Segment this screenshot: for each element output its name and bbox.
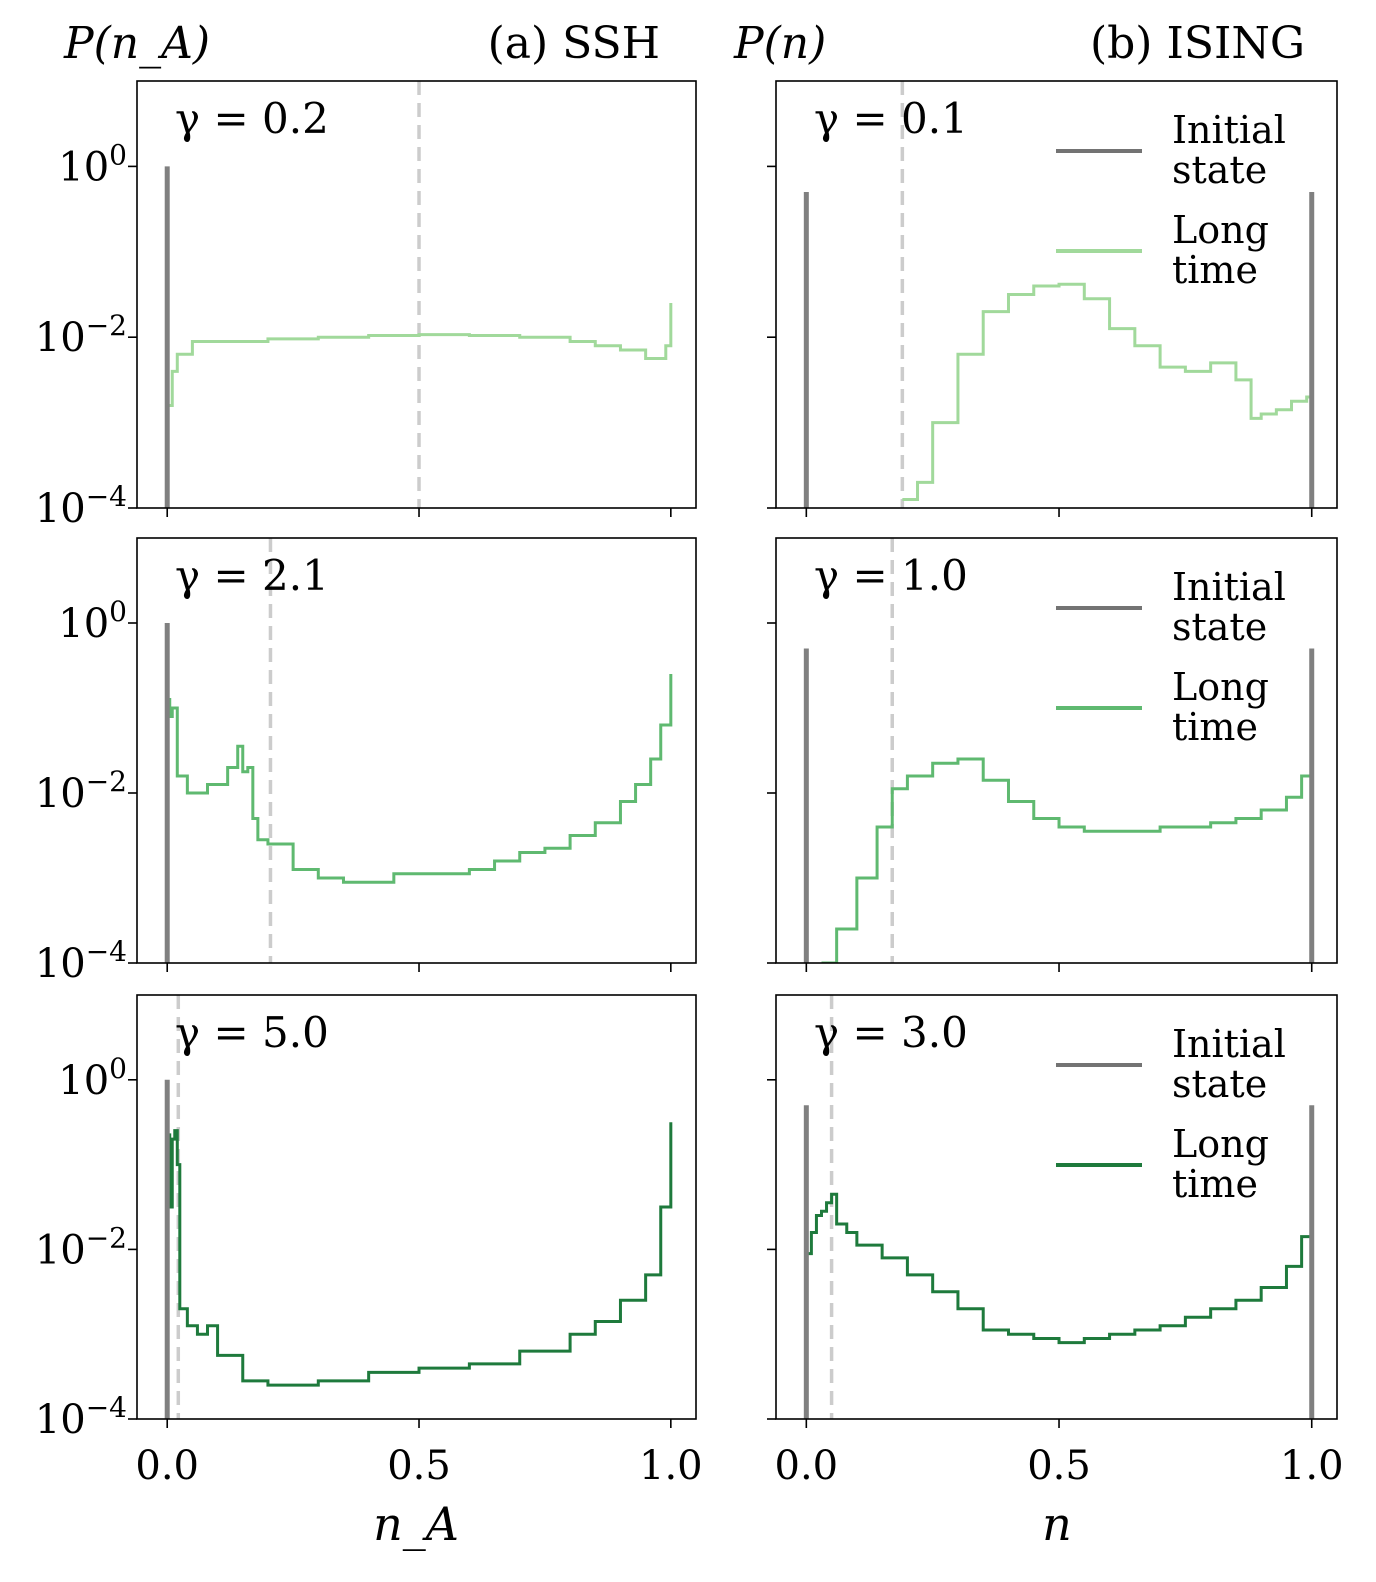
gamma-label: γ = 5.0 xyxy=(175,1008,329,1057)
right-xlabel: n xyxy=(1042,1497,1072,1551)
legend-long-label-2: time xyxy=(1172,705,1258,749)
x-tick-label: 1.0 xyxy=(639,1443,703,1489)
y-tick-label: 10−2 xyxy=(35,1221,127,1273)
axes-frame xyxy=(775,537,1338,964)
gamma-label: γ = 0.2 xyxy=(175,94,329,143)
left-ylabel: P(n_A) xyxy=(63,18,210,69)
gamma-label: γ = 1.0 xyxy=(814,551,968,600)
legend-long-label-2: time xyxy=(1172,1162,1258,1206)
x-tick-label: 0.5 xyxy=(387,1443,451,1489)
axes-frame xyxy=(136,80,697,509)
x-tick-label: 0.0 xyxy=(775,1443,839,1489)
plot-area xyxy=(164,995,673,1419)
long-time-series xyxy=(821,733,1314,963)
legend-initial-label-1: Initial xyxy=(1172,108,1286,152)
x-tick-label: 1.0 xyxy=(1280,1443,1344,1489)
y-tick-label: 100 xyxy=(58,138,127,190)
plot-area xyxy=(164,81,673,508)
legend-initial-label-2: state xyxy=(1172,1062,1267,1106)
plot-area xyxy=(803,81,1315,508)
legend-initial-label-2: state xyxy=(1172,148,1267,192)
y-tick-label: 100 xyxy=(58,1052,127,1104)
left-header-label: (a) SSH xyxy=(488,18,660,69)
legend-initial-label-2: state xyxy=(1172,605,1267,649)
left-xlabel: n_A xyxy=(373,1497,459,1551)
axes-frame xyxy=(136,537,697,964)
plot-area xyxy=(164,538,673,963)
chart-panel-ssh-1: 100 10−2 10−4 γ = 0.2 xyxy=(35,80,697,532)
legend-initial-label-1: Initial xyxy=(1172,1022,1286,1066)
legend-long-label-1: Long xyxy=(1172,665,1269,709)
axes-frame xyxy=(775,80,1338,509)
gamma-label: γ = 0.1 xyxy=(814,94,968,143)
right-ylabel: P(n) xyxy=(733,18,826,69)
y-tick-label: 10−4 xyxy=(35,480,127,532)
long-time-series xyxy=(167,1122,673,1387)
x-tick-label: 0.0 xyxy=(135,1443,199,1489)
y-tick-label: 10−2 xyxy=(35,309,127,361)
plot-area xyxy=(803,538,1315,963)
gamma-label: γ = 3.0 xyxy=(814,1008,968,1057)
long-time-series xyxy=(902,282,1314,501)
long-time-series xyxy=(167,674,673,884)
long-time-series xyxy=(167,303,673,408)
chart-panel-ssh-2: 100 10−2 10−4 γ = 2.1 xyxy=(35,537,697,987)
axes-frame xyxy=(136,994,697,1420)
gamma-label: γ = 2.1 xyxy=(175,551,329,600)
long-time-series xyxy=(806,1181,1314,1345)
legend-long-label-1: Long xyxy=(1172,1122,1269,1166)
chart-panel-ssh-3: 100 10−2 10−40.0 0.5 1.0 γ = 5.0 xyxy=(35,994,703,1489)
legend-initial-label-1: Initial xyxy=(1172,565,1286,609)
x-tick-label: 0.5 xyxy=(1027,1443,1091,1489)
y-tick-label: 100 xyxy=(58,595,127,647)
right-header-label: (b) ISING xyxy=(1090,18,1305,69)
y-tick-label: 10−4 xyxy=(35,935,127,987)
legend-long-label-1: Long xyxy=(1172,208,1269,252)
axes-frame xyxy=(775,994,1338,1420)
y-tick-label: 10−4 xyxy=(35,1391,127,1443)
plot-area xyxy=(803,995,1315,1419)
y-tick-label: 10−2 xyxy=(35,765,127,817)
legend-long-label-2: time xyxy=(1172,248,1258,292)
